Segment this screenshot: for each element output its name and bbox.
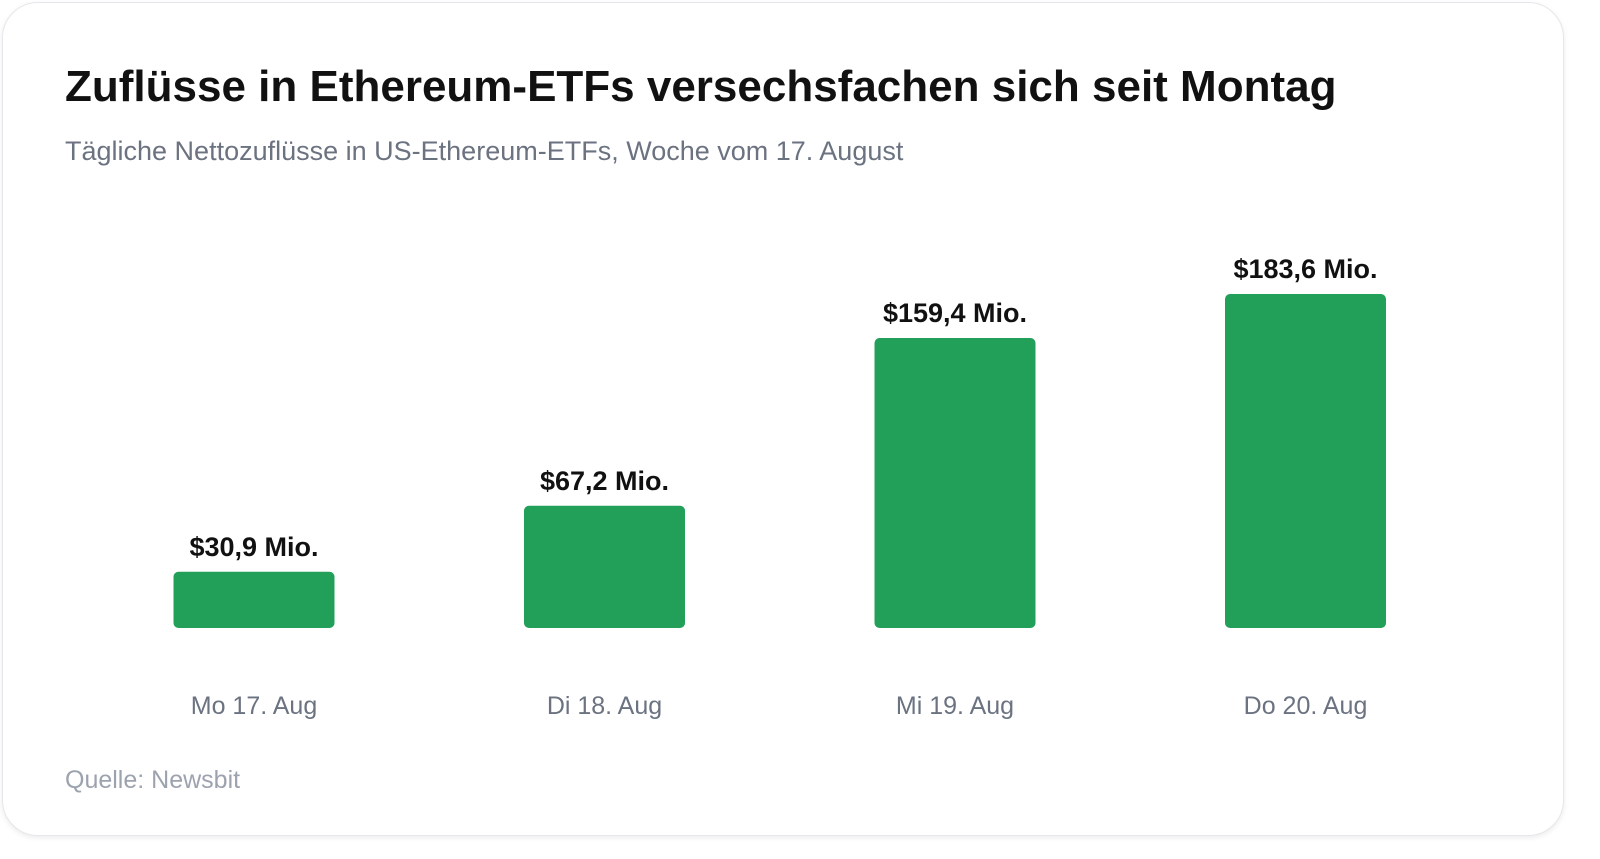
source-note: Quelle: Newsbit <box>65 766 241 794</box>
bar-value-label: $67,2 Mio. <box>540 466 669 496</box>
bar-value-label: $159,4 Mio. <box>883 298 1027 328</box>
category-label: Mo 17. Aug <box>191 692 317 720</box>
bar-3 <box>874 338 1036 628</box>
category-label: Di 18. Aug <box>547 692 662 720</box>
bar-value-label: $183,6 Mio. <box>1233 254 1377 284</box>
bar-2 <box>524 505 685 628</box>
bar-value-label: $30,9 Mio. <box>189 532 318 562</box>
chart-subtitle: Tägliche Nettozuflüsse in US-Ethereum-ET… <box>65 136 904 166</box>
category-label: Do 20. Aug <box>1244 692 1368 720</box>
bar-4 <box>1225 294 1386 628</box>
category-label: Mi 19. Aug <box>896 692 1014 720</box>
bar-1 <box>173 571 335 628</box>
chart-title: Zuflüsse in Ethereum-ETFs versechsfachen… <box>65 62 1337 111</box>
